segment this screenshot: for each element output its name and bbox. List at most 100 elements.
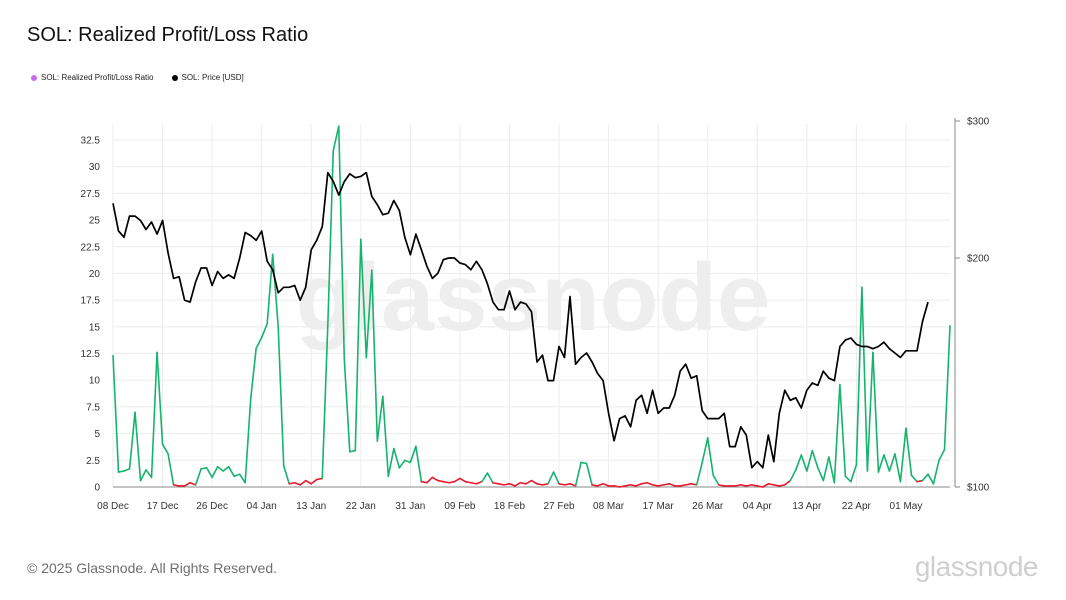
y-left-tick-label: 17.5	[81, 296, 101, 307]
ratio-segment	[310, 478, 318, 485]
y-left-tick-label: 15	[89, 322, 101, 333]
ratio-segment	[530, 479, 538, 485]
ratio-segment	[453, 477, 461, 483]
ratio-segment	[200, 466, 208, 470]
ratio-segment	[932, 459, 940, 485]
ratio-segment	[134, 411, 142, 482]
ratio-segment	[883, 454, 891, 472]
ratio-segment	[761, 482, 770, 488]
ratio-segment	[139, 469, 147, 482]
ratio-segment	[602, 482, 610, 487]
ratio-segment	[382, 395, 390, 478]
ratio-segment	[734, 484, 742, 487]
ratio-segment	[249, 347, 257, 401]
ratio-segment	[475, 480, 483, 485]
ratio-segment	[585, 462, 593, 486]
y-left-tick-label: 10	[89, 376, 101, 387]
ratio-segment	[635, 482, 643, 487]
x-tick-label: 26 Mar	[692, 501, 724, 512]
ratio-segment	[156, 351, 164, 446]
ratio-segment	[194, 468, 202, 486]
copyright-text: © 2025 Glassnode. All Rights Reserved.	[27, 560, 278, 576]
legend-item-price[interactable]: SOL: Price [USD]	[171, 73, 244, 82]
series-layer	[112, 125, 951, 488]
legend: SOL: Realized Profit/Loss Ratio SOL: Pri…	[31, 73, 244, 82]
x-tick-label: 04 Apr	[743, 501, 773, 512]
ratio-segment	[784, 479, 792, 486]
ratio-segment	[646, 481, 654, 486]
ratio-segment	[613, 485, 621, 488]
ratio-segment	[921, 473, 929, 482]
x-tick-label: 13 Jan	[296, 501, 326, 512]
ratio-segment	[161, 443, 169, 455]
ratio-segment	[365, 269, 373, 359]
ratio-segment	[640, 481, 648, 485]
ratio-segment	[850, 463, 858, 483]
x-tick-label: 13 Apr	[792, 501, 822, 512]
x-tick-label: 22 Apr	[842, 501, 872, 512]
ratio-segment	[767, 482, 775, 486]
ratio-segment	[486, 472, 494, 484]
ratio-segment	[541, 482, 549, 486]
ratio-segment	[855, 286, 863, 466]
ratio-segment	[519, 481, 527, 485]
ratio-segment	[426, 476, 434, 484]
ratio-segment	[888, 453, 896, 472]
ratio-segment	[905, 427, 913, 477]
ratio-segment	[618, 485, 626, 488]
ratio-segment	[690, 482, 698, 486]
legend-item-ratio[interactable]: SOL: Realized Profit/Loss Ratio	[31, 73, 154, 82]
ratio-segment	[558, 482, 566, 486]
ratio-segment	[695, 461, 704, 486]
ratio-segment	[222, 465, 230, 472]
ratio-segment	[420, 480, 428, 484]
ratio-segment	[833, 383, 841, 484]
ratio-segment	[387, 447, 395, 478]
ratio-segment	[437, 479, 445, 483]
ratio-segment	[371, 269, 379, 442]
ratio-segment	[492, 481, 500, 485]
axes-layer: 0 2.5 5 7.5 10 12.5 15 17.5 20 22.5 25 27.5 30 32.5 08…	[81, 117, 990, 513]
ratio-segment	[244, 398, 252, 484]
ratio-segment	[145, 469, 153, 479]
ratio-segment	[304, 479, 313, 485]
ratio-segment	[481, 472, 489, 483]
ratio-segment	[409, 445, 417, 464]
ratio-segment	[123, 468, 131, 472]
y-left-tick-label: 5	[94, 429, 100, 440]
ratio-segment	[569, 482, 577, 487]
ratio-segment	[750, 484, 759, 487]
ratio-segment	[574, 461, 582, 487]
x-tick-label: 17 Mar	[643, 501, 675, 512]
ratio-segment	[326, 149, 335, 328]
ratio-segment	[238, 473, 246, 484]
ratio-segment	[717, 484, 726, 487]
ratio-segment	[508, 482, 516, 487]
x-tick-label: 04 Jan	[247, 501, 277, 512]
ratio-segment	[354, 238, 362, 452]
ratio-segment	[315, 477, 324, 481]
ratio-segment	[227, 465, 235, 478]
ratio-segment	[464, 480, 472, 484]
ratio-segment	[514, 481, 522, 487]
y-left-tick-label: 12.5	[81, 349, 101, 360]
ratio-segment	[828, 456, 836, 484]
ratio-segment	[795, 454, 803, 471]
y-left-tick-label: 32.5	[81, 136, 101, 147]
ratio-segment	[343, 358, 351, 453]
ratio-segment	[415, 445, 423, 483]
x-tick-label: 22 Jan	[346, 501, 376, 512]
legend-label-ratio: SOL: Realized Profit/Loss Ratio	[41, 73, 154, 82]
ratio-segment	[448, 480, 456, 484]
y-right-tick-label: $100	[967, 483, 990, 494]
y-left-tick-label: 30	[89, 162, 101, 173]
ratio-segment	[266, 253, 274, 325]
x-tick-label: 08 Mar	[593, 501, 625, 512]
x-tick-label: 31 Jan	[395, 501, 425, 512]
ratio-segment	[679, 484, 687, 487]
ratio-segment	[470, 481, 478, 485]
ratio-segment	[255, 336, 263, 350]
ratio-segment	[442, 480, 450, 484]
watermark: glassnode	[296, 244, 771, 351]
